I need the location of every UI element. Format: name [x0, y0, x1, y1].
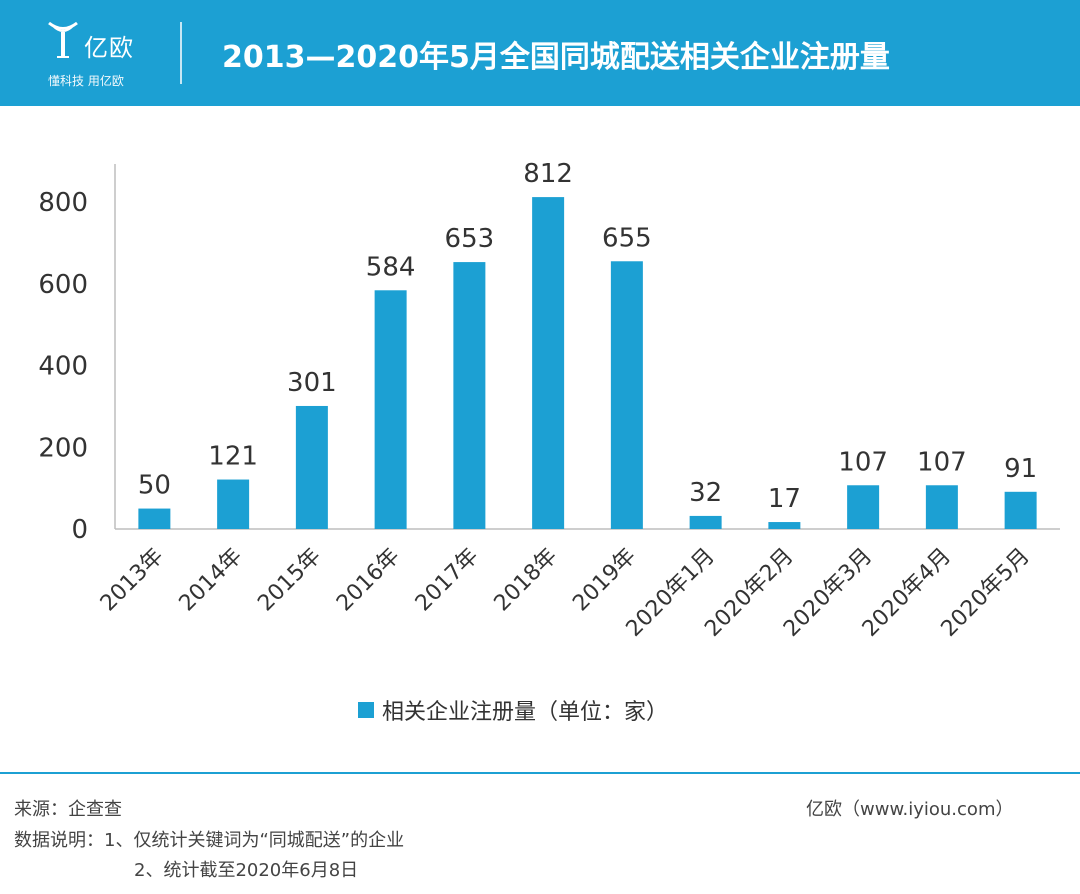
source-text: 来源：企查查 — [14, 799, 122, 820]
x-tick-label: 2017年 — [411, 544, 484, 617]
bar — [217, 479, 250, 529]
note-line-1: 数据说明：1、仅统计关键词为“同城配送”的企业 — [14, 830, 405, 851]
bar-chart: 0 200 400 600 800 50 121 301 584 653 812 655 32 17 10… — [38, 159, 1060, 642]
x-tick-label: 2013年 — [96, 544, 169, 617]
data-label: 107 — [838, 447, 888, 477]
x-tick-label: 2019年 — [568, 544, 641, 617]
bar — [138, 508, 171, 529]
data-label: 17 — [768, 484, 801, 514]
bar — [532, 197, 565, 529]
y-axis: 0 200 400 600 800 — [38, 188, 88, 545]
x-axis: 2013年 2014年 2015年 2016年 2017年 2018年 2019年2020年… — [96, 544, 1035, 642]
bar — [1004, 491, 1037, 529]
y-tick-label: 200 — [38, 433, 88, 463]
data-label: 655 — [602, 223, 652, 253]
legend-label: 相关企业注册量（单位：家） — [382, 700, 669, 725]
logo-y-icon — [48, 21, 78, 58]
header-divider — [180, 22, 182, 84]
bar-series — [138, 197, 1037, 529]
logo-tagline: 懂科技 用亿欧 — [48, 74, 124, 88]
note-line-2: 2、统计截至2020年6月8日 — [134, 860, 359, 881]
x-tick-label: 2016年 — [332, 544, 405, 617]
bar — [847, 485, 880, 529]
y-tick-label: 600 — [38, 270, 88, 300]
data-label: 301 — [287, 368, 337, 398]
credit-text: 亿欧（www.iyiou.com） — [806, 799, 1014, 820]
legend: 相关企业注册量（单位：家） — [358, 693, 668, 727]
legend-swatch — [358, 702, 374, 718]
bar — [453, 262, 486, 529]
data-label: 584 — [366, 252, 416, 282]
data-label: 812 — [523, 159, 573, 189]
x-tick-label: 2018年 — [490, 544, 563, 617]
data-label: 653 — [445, 224, 495, 254]
x-tick-label: 2014年 — [175, 544, 248, 617]
bar — [925, 485, 958, 529]
footer-divider — [0, 772, 1080, 774]
bar — [295, 405, 328, 529]
y-tick-label: 800 — [38, 188, 88, 218]
data-label: 50 — [138, 471, 171, 501]
data-label: 32 — [689, 478, 722, 508]
x-tick-label: 2015年 — [253, 544, 326, 617]
data-label: 91 — [1004, 454, 1037, 484]
bar — [374, 290, 407, 529]
bar — [768, 522, 801, 529]
logo: 亿欧 懂科技 用亿欧 — [40, 16, 150, 91]
y-tick-label: 400 — [38, 352, 88, 382]
header-banner: 亿欧 懂科技 用亿欧 2013—2020年5月全国同城配送相关企业注册量 — [0, 0, 1080, 106]
data-labels: 50 121 301 584 653 812 655 32 17 107 107 91 — [138, 159, 1037, 514]
data-label: 107 — [917, 447, 967, 477]
data-label: 121 — [208, 442, 258, 472]
bar — [610, 261, 643, 529]
bar — [689, 515, 722, 529]
page-title: 2013—2020年5月全国同城配送相关企业注册量 — [222, 40, 890, 75]
logo-name: 亿欧 — [84, 34, 134, 62]
y-tick-label: 0 — [71, 515, 88, 545]
